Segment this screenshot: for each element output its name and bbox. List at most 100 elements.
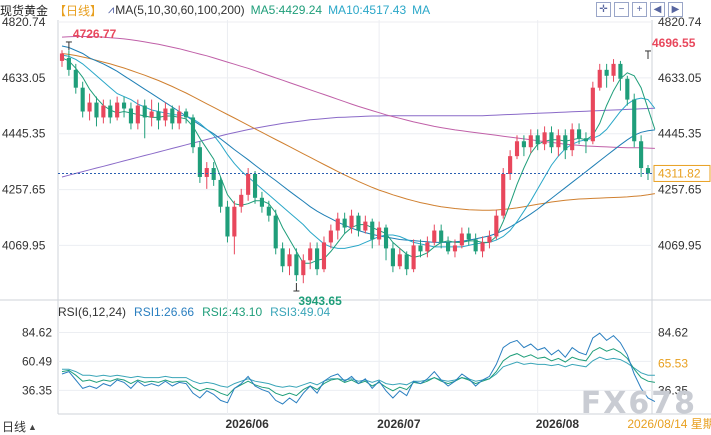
rsi-tick-right: 36.35	[658, 383, 688, 397]
candle-body	[232, 206, 237, 237]
candle-body	[466, 233, 471, 240]
time-tick: 2026/07	[377, 417, 421, 431]
scroll-right-icon[interactable]: ▶	[668, 2, 683, 17]
candle-body	[418, 245, 423, 252]
symbol-name: 现货黄金	[0, 3, 49, 18]
candle-body	[266, 206, 271, 216]
high-annotation: 4726.77	[73, 27, 117, 41]
period-footer[interactable]: 日线 ▲	[2, 418, 37, 435]
price-tick-right: 4820.74	[658, 15, 702, 29]
ma10-line	[61, 54, 656, 249]
candle-body	[542, 132, 547, 145]
candle-body	[197, 147, 202, 177]
candle-body	[294, 254, 299, 276]
time-tick: 2026/06	[225, 417, 269, 431]
candle-body	[570, 129, 575, 151]
crosshair-icon[interactable]: ✛	[596, 2, 611, 17]
ma-more-label: MA	[412, 3, 431, 17]
price-tick-right: 4633.05	[658, 71, 702, 85]
candle-body	[363, 221, 368, 231]
candle-body	[521, 141, 526, 148]
candle-body	[66, 57, 71, 70]
price-tick-right: 4257.65	[658, 183, 702, 197]
candle-body	[101, 105, 106, 118]
ma-params-label[interactable]: MA(5,10,30,60,100,200)	[115, 3, 245, 17]
candle-body	[246, 173, 251, 195]
candle-body	[473, 239, 478, 252]
ma60-line	[61, 53, 655, 211]
candle-body	[59, 53, 65, 61]
candle-body	[252, 173, 258, 198]
candle-body	[335, 218, 340, 231]
candle-body	[370, 221, 375, 240]
candle-body	[480, 242, 485, 252]
candle-body	[328, 230, 333, 243]
ma100-line	[61, 36, 655, 149]
high-annotation: 4696.55	[652, 36, 696, 50]
ma-indicator-icon[interactable]: ⩘	[108, 3, 115, 16]
zoom-out-icon[interactable]: −	[614, 2, 629, 17]
low-annotation: 3943.65	[298, 294, 342, 308]
candle-body	[128, 108, 134, 124]
period-selector[interactable]: 【日线】	[54, 3, 103, 18]
candle-body	[142, 105, 147, 118]
rsi-tick-left: 84.62	[22, 325, 52, 339]
price-tick-left: 4257.65	[2, 183, 46, 197]
price-tick-left: 4069.95	[2, 238, 46, 252]
candle-body	[390, 248, 395, 267]
candle-body	[273, 215, 278, 249]
price-tick-right: 4069.95	[658, 238, 702, 252]
candle-body	[239, 194, 244, 207]
candle-body	[135, 105, 140, 124]
candle-body	[177, 111, 182, 124]
candle-body	[287, 254, 292, 267]
candle-body	[149, 111, 154, 118]
rsi-title: RSI(6,12,24)	[58, 305, 127, 319]
price-tick-left: 4820.74	[2, 15, 46, 29]
toolbar-icons: ✛ − + ◀ ▶	[596, 2, 683, 17]
rsi3-value: RSI3:49.04	[270, 305, 331, 319]
candle-body	[383, 227, 389, 249]
candle-body	[156, 111, 161, 121]
candle-body	[211, 168, 216, 180]
rsi2-value: RSI2:43.10	[202, 305, 263, 319]
ma200-line	[61, 107, 655, 178]
time-tick: 2026/08	[536, 417, 580, 431]
rsi-header: RSI(6,12,24) RSI1:26.66 RSI2:43.10 RSI3:…	[58, 305, 330, 319]
candle-body	[315, 248, 320, 270]
zoom-in-icon[interactable]: +	[632, 2, 647, 17]
candle-body	[501, 173, 506, 216]
candle-body	[611, 63, 616, 76]
candle-body	[73, 69, 78, 88]
candle-body	[87, 102, 92, 112]
candle-body	[349, 215, 354, 228]
rsi-tick-left: 60.49	[22, 354, 52, 368]
last-price-label: 4311.82	[658, 166, 701, 180]
rsi-tick-right: 84.62	[658, 325, 688, 339]
candle-body	[632, 99, 637, 142]
candle-body	[425, 242, 430, 252]
candle-body	[280, 248, 285, 267]
current-date-label: 2026/08/14 星期五	[627, 417, 711, 431]
candle-body	[645, 168, 651, 174]
candle-body	[301, 260, 306, 276]
scroll-left-icon[interactable]: ◀	[650, 2, 665, 17]
rsi1-line	[61, 332, 656, 405]
candle-body	[259, 197, 264, 207]
candle-body	[563, 135, 568, 151]
candle-body	[639, 141, 644, 169]
candle-body	[94, 102, 99, 118]
footer-period-label: 日线	[2, 420, 27, 434]
candle-body	[342, 218, 347, 228]
candle-body	[487, 236, 492, 243]
candle-body	[576, 129, 582, 139]
watermark-logo: FX678	[580, 386, 697, 421]
candle-body	[377, 227, 382, 240]
candle-body	[108, 105, 113, 118]
candle-body	[439, 230, 444, 243]
price-tick-left: 4445.35	[2, 127, 46, 141]
ma5-value: MA5:4429.24	[250, 3, 323, 17]
candle-body	[225, 206, 230, 237]
